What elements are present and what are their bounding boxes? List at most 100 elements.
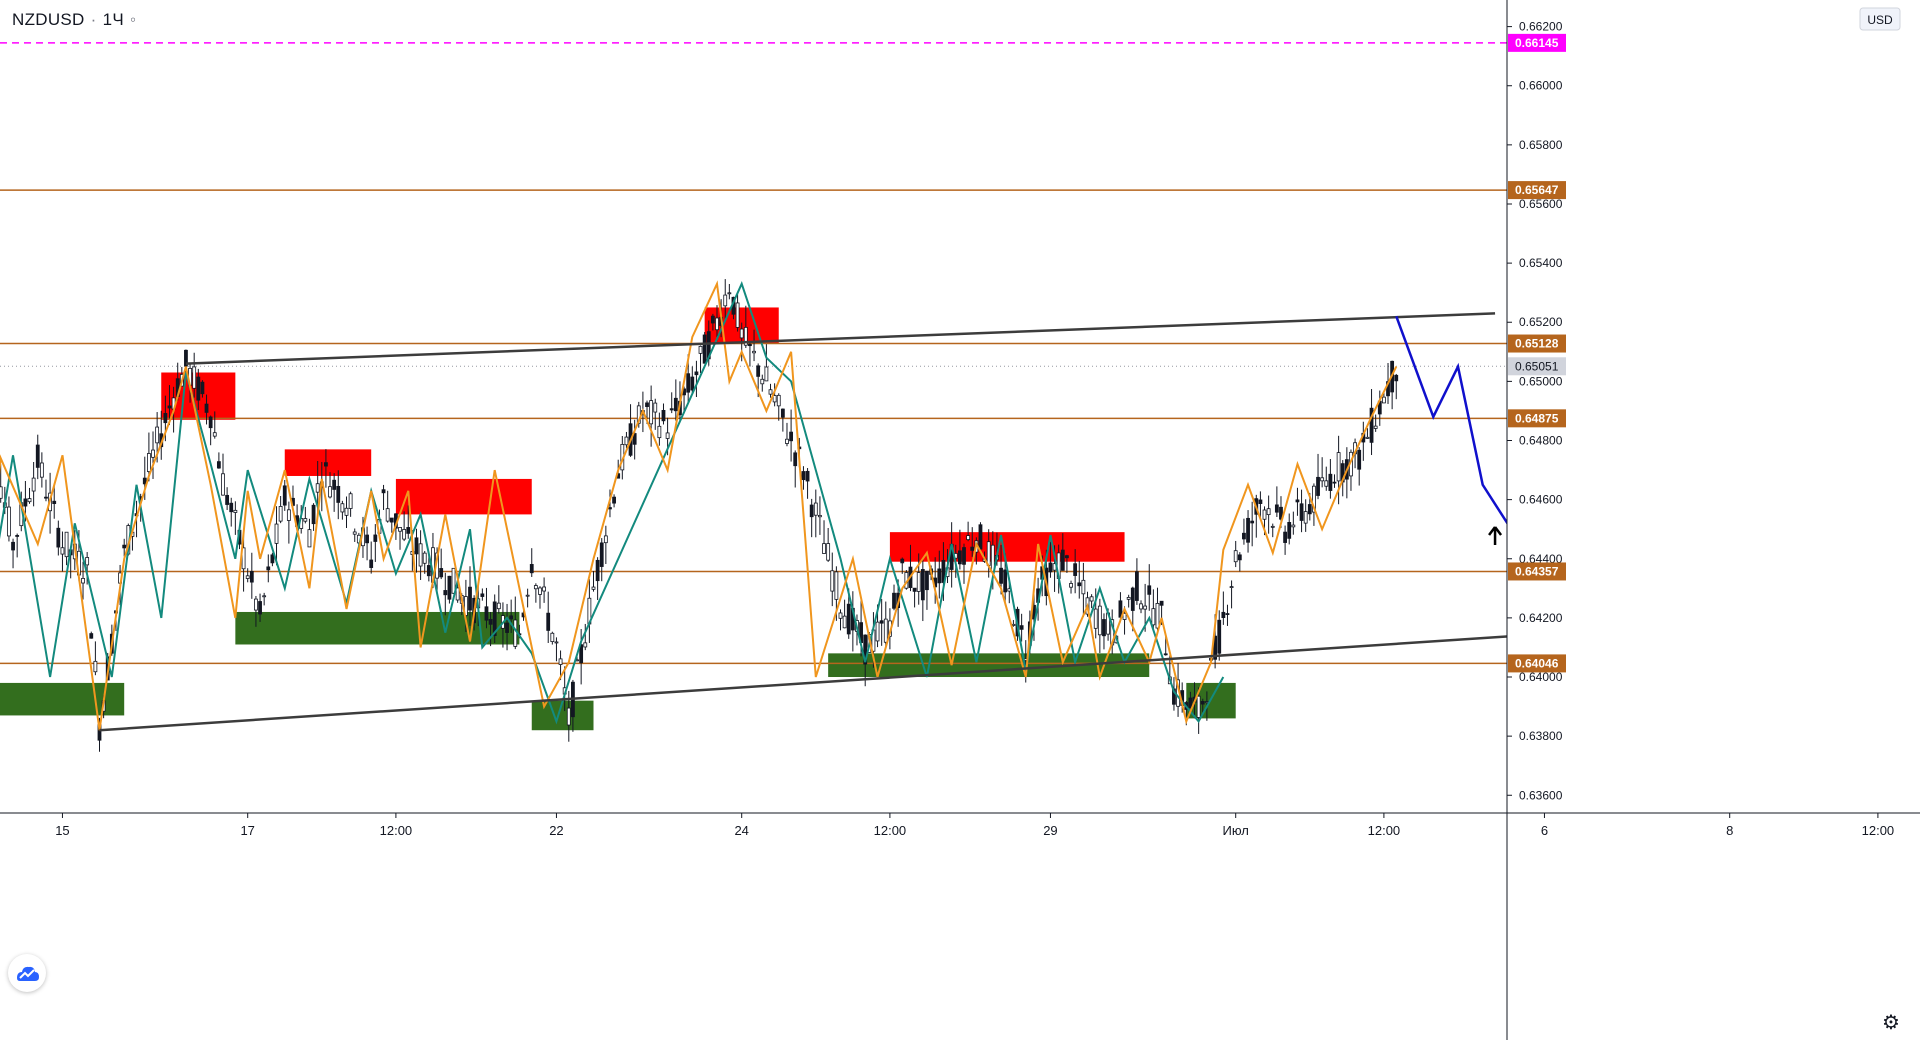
candle-body bbox=[389, 517, 394, 523]
candle-body bbox=[727, 292, 732, 295]
candle-body bbox=[229, 502, 234, 513]
candle-body bbox=[1287, 522, 1292, 539]
candle-body bbox=[163, 413, 168, 424]
candle-body bbox=[990, 544, 995, 572]
cloud-logo-icon[interactable] bbox=[8, 954, 46, 992]
candle-body bbox=[558, 658, 563, 665]
x-tick-label: 22 bbox=[549, 823, 563, 838]
candle-body bbox=[447, 575, 452, 600]
candle-body bbox=[44, 496, 48, 499]
trendline-lower-channel[interactable] bbox=[99, 634, 1520, 732]
candle-body bbox=[216, 461, 221, 469]
candle-body bbox=[443, 590, 448, 596]
gear-icon[interactable]: ⚙ bbox=[1882, 1012, 1900, 1034]
status-dot-icon: ◦ bbox=[130, 10, 137, 29]
candle-body bbox=[1163, 653, 1168, 656]
price-axis-tag bbox=[1508, 562, 1566, 581]
trendline-upper-channel[interactable] bbox=[185, 312, 1496, 365]
candle-body bbox=[146, 453, 151, 472]
candle-body bbox=[278, 506, 283, 522]
candle-body bbox=[142, 477, 147, 485]
candle-body bbox=[937, 568, 942, 584]
candle-body bbox=[694, 371, 699, 376]
price-axis-tag bbox=[1508, 181, 1566, 200]
candle-body bbox=[200, 381, 205, 395]
candle-body bbox=[595, 559, 600, 582]
zigzag-orange-line[interactable] bbox=[0, 280, 1398, 731]
candle-body bbox=[1394, 374, 1399, 382]
y-tick-label: 0.64800 bbox=[1519, 433, 1563, 447]
candle-body bbox=[1077, 582, 1082, 587]
candle-body bbox=[1089, 596, 1094, 602]
y-tick-label: 0.64200 bbox=[1519, 611, 1563, 625]
candle-body bbox=[818, 514, 822, 518]
candle-body bbox=[1126, 597, 1131, 600]
candle-body bbox=[1373, 425, 1378, 429]
candle-body bbox=[1332, 481, 1337, 484]
candle-body bbox=[81, 578, 85, 584]
candle-body bbox=[56, 527, 61, 548]
candle-body bbox=[1274, 504, 1279, 513]
candle-body bbox=[756, 365, 761, 377]
candle-body bbox=[875, 621, 880, 642]
candle-body bbox=[270, 554, 275, 564]
candle-body bbox=[1312, 485, 1316, 513]
candle-body bbox=[385, 508, 390, 522]
candle-body bbox=[402, 529, 407, 540]
candle-body bbox=[1139, 603, 1143, 610]
candle-body bbox=[690, 376, 695, 391]
candle-body bbox=[624, 436, 629, 446]
candle-body bbox=[912, 587, 917, 592]
candle-body bbox=[698, 345, 703, 354]
candle-body bbox=[649, 400, 654, 425]
x-tick-label: 12:00 bbox=[380, 823, 413, 838]
candle-body bbox=[1279, 506, 1283, 520]
candle-body bbox=[455, 587, 460, 601]
candle-body bbox=[1283, 531, 1287, 543]
currency-badge[interactable] bbox=[1859, 7, 1901, 31]
x-tick-label: 17 bbox=[240, 823, 254, 838]
candle-body bbox=[879, 620, 884, 624]
candle-body bbox=[768, 389, 773, 395]
candle-body bbox=[35, 444, 40, 468]
candle-body bbox=[785, 438, 789, 444]
y-tick-label: 0.64000 bbox=[1519, 670, 1563, 684]
candle-body bbox=[167, 405, 172, 409]
symbol-title[interactable]: NZDUSD · 1Ч ◦ bbox=[12, 10, 142, 30]
candle-body bbox=[7, 506, 11, 537]
candle-body bbox=[60, 547, 65, 555]
price-axis-tag bbox=[1508, 409, 1566, 428]
candle-body bbox=[1118, 600, 1123, 618]
y-tick-label: 0.63600 bbox=[1519, 788, 1563, 802]
candle-body bbox=[669, 408, 674, 411]
price-axis-tag bbox=[1508, 654, 1566, 673]
candle-body bbox=[1097, 605, 1102, 636]
candle-body bbox=[735, 302, 740, 328]
candle-body bbox=[344, 507, 349, 516]
candle-body bbox=[1316, 476, 1320, 496]
current-price-tag-label: 0.65051 bbox=[1515, 359, 1559, 373]
candle-body bbox=[1382, 396, 1386, 404]
current-price-tag bbox=[1508, 357, 1566, 376]
candle-body bbox=[513, 619, 518, 647]
candle-body bbox=[529, 564, 534, 574]
candle-body bbox=[303, 518, 308, 522]
candle-body bbox=[686, 373, 691, 393]
y-tick-label: 0.64600 bbox=[1519, 493, 1563, 507]
candle-body bbox=[793, 452, 798, 467]
x-tick-label: 12:00 bbox=[1368, 823, 1401, 838]
y-tick-label: 0.65800 bbox=[1519, 138, 1563, 152]
candle-body bbox=[920, 569, 925, 601]
candle-body bbox=[1250, 520, 1255, 524]
candle-body bbox=[1307, 504, 1312, 515]
candle-body bbox=[966, 535, 971, 540]
candle-body bbox=[645, 402, 649, 407]
candle-body bbox=[480, 593, 485, 597]
candle-body bbox=[11, 541, 15, 551]
candle-body bbox=[274, 523, 279, 544]
candle-body bbox=[550, 632, 555, 643]
candle-body bbox=[1003, 569, 1008, 593]
price-axis-panel[interactable] bbox=[1507, 0, 1920, 1040]
